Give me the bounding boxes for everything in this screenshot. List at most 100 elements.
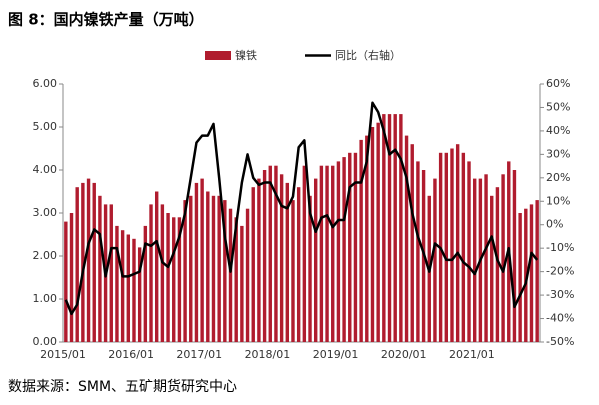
legend-label: 同比（右轴） [335,48,401,62]
source: 数据来源：SMM、五矿期货研究中心 [8,378,237,395]
bar [86,178,91,342]
x-tick-label: 2016/01 [108,348,154,361]
bar [342,157,346,342]
bar [240,225,244,342]
y2-tick-label: 50% [546,100,570,113]
legend-swatch [205,51,231,60]
bar [348,152,352,342]
bar [296,187,301,342]
bar [291,200,295,342]
bar [382,114,386,342]
bar [69,213,74,342]
bar [64,221,68,342]
bar [268,165,272,342]
bar [200,178,204,342]
bar [149,204,153,342]
y2-tick-label: 30% [546,147,570,160]
bar [234,217,238,342]
bar [495,187,500,342]
y2-tick-label: 20% [546,171,570,184]
bar [535,200,539,342]
bar [132,238,136,342]
y2-tick-label: 10% [546,194,570,207]
bar [115,225,119,342]
bar [490,195,494,342]
bar [365,135,369,342]
chart-title: 图 8：国内镍铁产量（万吨） [8,11,204,29]
bar [370,127,375,342]
bar [154,191,159,342]
bar [501,174,505,342]
bar [512,170,517,342]
bar [308,195,312,342]
bar [331,165,335,342]
bar [353,152,358,342]
y2-tick-label: 40% [546,124,570,137]
x-tick-label: 2019/01 [313,348,359,361]
y2-tick-label: 0% [546,218,563,231]
bar [194,182,199,342]
bar [376,122,380,342]
bar [143,225,148,342]
bar [393,114,397,342]
x-tick-label: 2020/01 [381,348,427,361]
bar [257,178,261,342]
bar [274,165,278,342]
bar [285,182,290,342]
bar [81,182,85,342]
bar [518,213,522,342]
bar [484,174,488,342]
y2-tick-label: -30% [546,288,574,301]
y-tick-label: 6.00 [33,77,58,90]
y-tick-label: 2.00 [33,249,58,262]
bar [472,178,477,342]
bar [410,144,414,342]
bar [172,217,176,342]
y2-tick-label: 60% [546,77,570,90]
bar [302,165,307,342]
bar [160,204,165,342]
bar [206,191,210,342]
x-tick-label: 2017/01 [176,348,222,361]
y2-tick-label: -20% [546,265,574,278]
bar [467,161,471,342]
bar [228,208,233,342]
bar [404,135,409,342]
bar [524,208,528,342]
bar [177,217,182,342]
bar [189,195,193,342]
bar [444,152,449,342]
legend-label: 镍铁 [235,48,257,62]
bar [223,200,227,342]
y2-tick-label: -10% [546,241,574,254]
bar [433,178,437,342]
bar [75,187,79,342]
y-tick-label: 3.00 [33,206,58,219]
bar [313,178,318,342]
bar [137,247,142,342]
bar [325,165,329,342]
bar [262,170,267,342]
bar [416,161,420,342]
bar [92,182,96,342]
bar [109,204,113,342]
bar [461,152,466,342]
bar [217,195,221,342]
y2-tick-label: -40% [546,312,574,325]
bar [279,174,284,342]
bar [359,139,363,342]
bar [450,148,454,342]
bar [211,195,216,342]
bar [166,213,170,342]
bar [529,204,534,342]
line [64,101,539,316]
y-tick-label: 4.00 [33,163,58,176]
bar [126,234,131,342]
x-tick-label: 2021/01 [449,348,495,361]
bar [98,195,102,342]
bar [251,187,255,342]
bar [183,200,187,342]
bar [336,161,341,342]
y-tick-label: 5.00 [33,120,58,133]
bar [120,230,125,342]
